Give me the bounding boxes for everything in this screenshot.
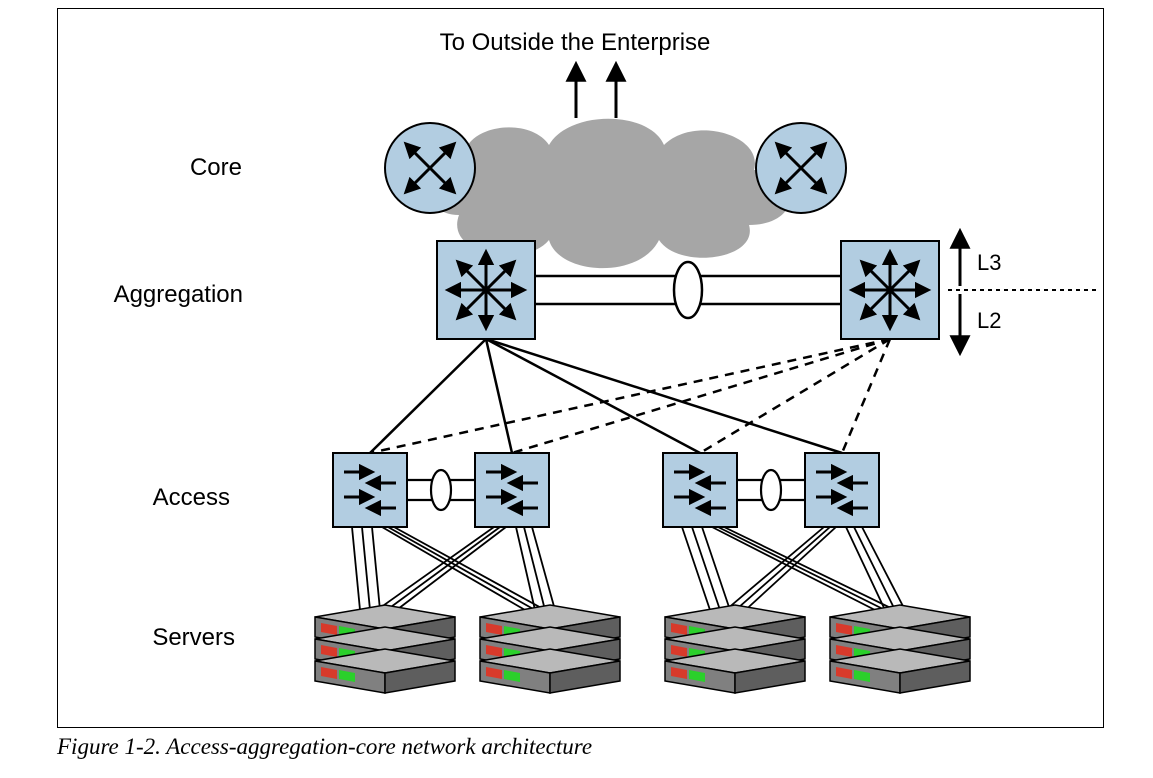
- outside-arrows-icon: [576, 65, 616, 118]
- bundle-aggregation: [535, 262, 841, 318]
- access-tier-label: Access: [153, 484, 230, 511]
- aggregation-tier-label: Aggregation: [114, 281, 243, 308]
- core-router-icon: [385, 123, 475, 213]
- access-switch-icon: [475, 453, 549, 527]
- layer-divider: [948, 232, 1098, 352]
- access-switch-icon: [333, 453, 407, 527]
- servers-tier-label: Servers: [152, 624, 235, 651]
- bundle-access-right: [737, 470, 805, 510]
- outside-label: To Outside the Enterprise: [440, 29, 711, 56]
- figure-caption: Figure 1-2. Access-aggregation-core netw…: [57, 734, 592, 760]
- core-router-icon: [756, 123, 846, 213]
- l2-label: L2: [977, 308, 1001, 333]
- links-access-servers: [352, 527, 905, 615]
- access-switch-icon: [805, 453, 879, 527]
- links-agg-access-dashed: [370, 339, 890, 453]
- links-agg-access-solid: [370, 339, 842, 453]
- server-stack-icon: [830, 605, 970, 693]
- l3-label: L3: [977, 250, 1001, 275]
- server-stack-icon: [665, 605, 805, 693]
- access-switch-icon: [663, 453, 737, 527]
- server-stack-icon: [480, 605, 620, 693]
- core-tier-label: Core: [190, 154, 242, 181]
- bundle-access-left: [407, 470, 475, 510]
- diagram-svg: To Outside the Enterprise Core Aggregati…: [0, 0, 1153, 730]
- server-stack-icon: [315, 605, 455, 693]
- aggregation-switch-icon: [841, 241, 939, 339]
- aggregation-switch-icon: [437, 241, 535, 339]
